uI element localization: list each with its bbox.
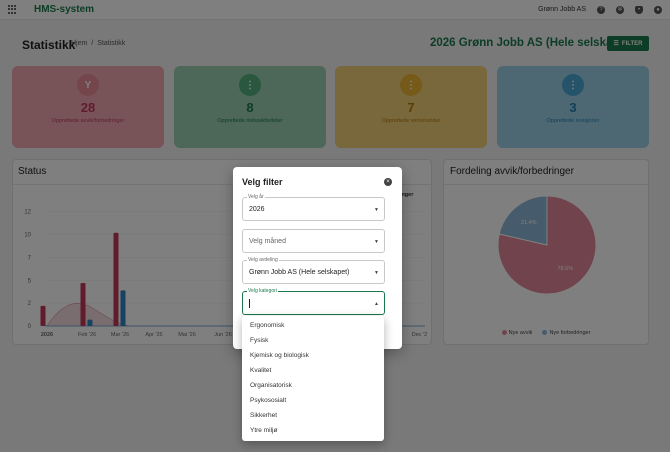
department-value: Grønn Jobb AS (Hele selskapet) — [249, 269, 350, 276]
option-ytre-miljo[interactable]: Ytre miljø — [250, 427, 278, 434]
month-select[interactable]: Velg måned ▼ — [242, 229, 385, 253]
modal-title: Velg filter — [242, 177, 283, 187]
category-dropdown: Ergonomisk Fysisk Kjemisk og biologisk K… — [242, 316, 384, 441]
department-label: Velg avdeling — [247, 257, 279, 263]
text-caret — [249, 299, 250, 308]
year-select[interactable]: Velg år 2026 ▼ — [242, 194, 385, 221]
chevron-down-icon: ▼ — [374, 270, 379, 276]
option-sikkerhet[interactable]: Sikkerhet — [250, 412, 278, 419]
year-value: 2026 — [249, 206, 265, 213]
chevron-up-icon: ▲ — [374, 301, 379, 307]
month-placeholder: Velg måned — [249, 238, 286, 245]
option-psykososialt[interactable]: Psykososialt — [250, 397, 287, 404]
department-select[interactable]: Velg avdeling Grønn Jobb AS (Hele selska… — [242, 257, 385, 284]
category-label: Velg kategori — [247, 288, 278, 294]
close-icon[interactable]: × — [384, 178, 392, 186]
option-fysisk[interactable]: Fysisk — [250, 337, 269, 344]
chevron-down-icon: ▼ — [374, 207, 379, 213]
option-ergonomisk[interactable]: Ergonomisk — [250, 322, 285, 329]
chevron-down-icon: ▼ — [374, 239, 379, 245]
option-kvalitet[interactable]: Kvalitet — [250, 367, 272, 374]
option-organisatorisk[interactable]: Organisatorisk — [250, 382, 292, 389]
option-kjemisk[interactable]: Kjemisk og biologisk — [250, 352, 309, 359]
year-label: Velg år — [247, 194, 265, 200]
category-select[interactable]: Velg kategori ▲ — [242, 288, 385, 315]
